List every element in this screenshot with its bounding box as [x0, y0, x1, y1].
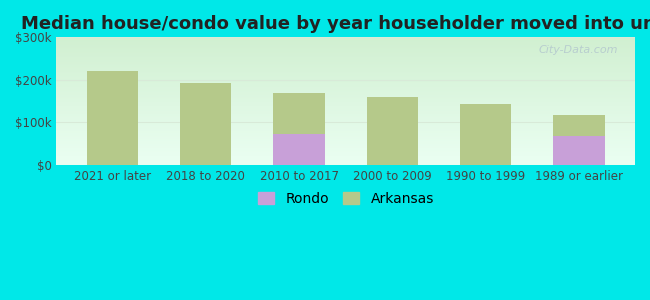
Bar — [553, 136, 604, 165]
Bar — [274, 93, 325, 165]
Bar — [460, 104, 512, 165]
Legend: Rondo, Arkansas: Rondo, Arkansas — [252, 187, 439, 211]
Bar — [87, 71, 138, 165]
Text: City-Data.com: City-Data.com — [538, 45, 617, 55]
Title: Median house/condo value by year householder moved into unit: Median house/condo value by year househo… — [21, 15, 650, 33]
Bar — [274, 134, 325, 165]
Bar — [180, 83, 231, 165]
Bar — [367, 97, 418, 165]
Bar — [553, 115, 604, 165]
